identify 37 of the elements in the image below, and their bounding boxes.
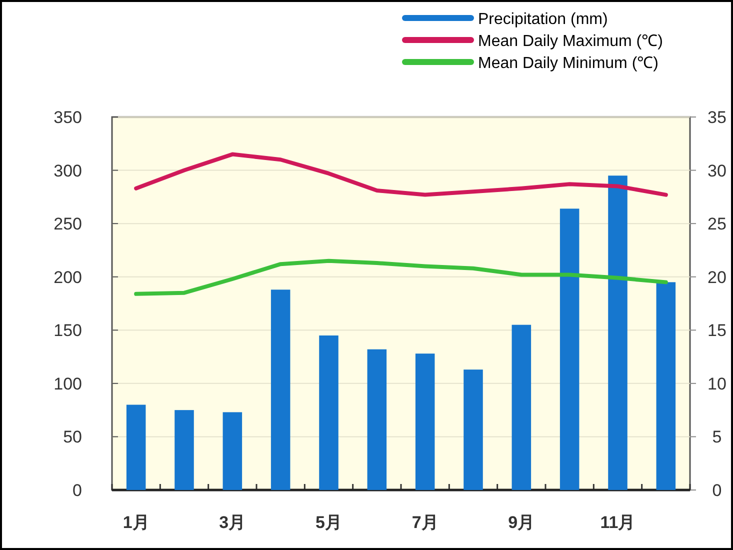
- y-tick-label: 200: [54, 268, 82, 287]
- y-tick-label: 300: [54, 161, 82, 180]
- bar: [367, 349, 387, 490]
- bar: [656, 282, 676, 490]
- bar: [464, 370, 483, 490]
- y-tick-label: 50: [63, 428, 82, 447]
- x-tick-label: 3月: [219, 513, 246, 532]
- y2-tick-label: 5: [712, 428, 722, 447]
- bar: [608, 176, 628, 490]
- bar: [222, 412, 242, 490]
- legend-label: Precipitation (mm): [478, 11, 608, 28]
- bar: [319, 335, 338, 490]
- y2-tick-label: 20: [708, 268, 726, 287]
- y2-tick-label: 30: [708, 161, 726, 180]
- bar: [174, 410, 194, 490]
- y2-tick-label: 10: [708, 374, 726, 394]
- y2-tick-label: 25: [708, 214, 726, 234]
- y2-tick-label: 15: [708, 321, 726, 340]
- x-tick-label: 7月: [412, 513, 438, 532]
- y-tick-label: 250: [54, 214, 82, 234]
- y-tick-label: 150: [54, 321, 82, 340]
- y-tick-label: 0: [72, 481, 82, 500]
- x-tick-label: 1月: [122, 513, 150, 532]
- x-tick-label: 9月: [508, 513, 535, 532]
- y-tick-label: 350: [54, 108, 82, 127]
- y2-tick-label: 35: [708, 108, 726, 127]
- y2-tick-label: 0: [712, 481, 722, 500]
- bar: [270, 290, 290, 490]
- bar: [560, 208, 580, 490]
- bar: [126, 404, 146, 490]
- y-tick-label: 100: [54, 374, 82, 394]
- legend-label: Mean Daily Minimum (℃): [478, 55, 658, 72]
- bar: [512, 324, 532, 490]
- x-tick-label: 5月: [316, 513, 342, 532]
- x-tick-label: 11月: [600, 513, 636, 532]
- legend-label: Mean Daily Maximum (℃): [478, 33, 663, 50]
- bar: [415, 354, 435, 490]
